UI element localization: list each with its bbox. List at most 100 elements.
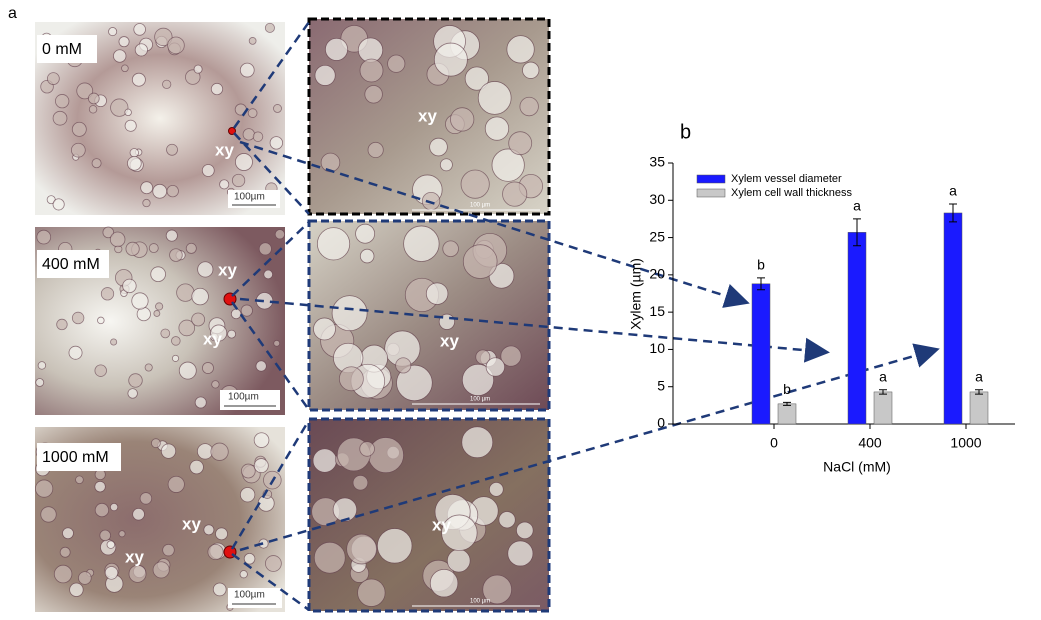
cell <box>463 245 497 279</box>
legend-swatch <box>697 175 725 183</box>
cell <box>503 182 527 206</box>
cell <box>360 442 375 457</box>
cell <box>167 185 178 196</box>
cell <box>179 362 196 379</box>
xy-label: xy <box>418 106 437 125</box>
cell <box>47 73 59 85</box>
scale-label: 100 µm <box>470 397 490 403</box>
x-axis-label: NaCl (mM) <box>823 459 891 475</box>
legend-label: Xylem cell wall thickness <box>731 187 853 199</box>
cell <box>125 109 132 116</box>
cell <box>485 117 508 140</box>
cell <box>119 531 125 537</box>
cell <box>360 249 374 263</box>
cell <box>313 449 337 473</box>
cell <box>143 199 150 206</box>
cell <box>202 362 213 373</box>
cell <box>232 174 244 186</box>
cell <box>72 122 86 136</box>
cell <box>489 482 503 496</box>
figure: a 0 mM 400 mM 1000 mM xy xy xy xy xy xy … <box>0 0 1041 615</box>
cell <box>388 55 405 72</box>
cell <box>130 148 139 157</box>
cell <box>60 547 70 557</box>
cell <box>135 44 147 56</box>
condition-label: 1000 mM <box>42 449 109 466</box>
significance-letter: a <box>975 368 983 384</box>
y-tick-label: 10 <box>649 340 665 356</box>
cell <box>254 459 268 473</box>
condition-label: 0 mM <box>42 41 82 58</box>
cell <box>265 23 274 32</box>
cell <box>35 480 52 497</box>
cell <box>141 182 153 194</box>
cell <box>70 583 84 597</box>
cell <box>377 528 412 563</box>
cell <box>231 309 241 319</box>
cell <box>111 339 117 345</box>
y-tick-label: 35 <box>649 154 665 170</box>
cell <box>332 296 367 331</box>
cell <box>41 507 56 522</box>
cell <box>151 439 160 448</box>
cell <box>122 65 129 72</box>
bar <box>874 392 892 424</box>
cell <box>170 249 183 262</box>
y-tick-label: 15 <box>649 303 665 319</box>
cell <box>365 85 383 103</box>
cell <box>168 37 185 54</box>
scale-label: 100 µm <box>470 203 490 209</box>
cell <box>478 81 511 114</box>
cell <box>126 242 139 255</box>
cell <box>254 433 269 448</box>
cell <box>113 50 126 63</box>
cell <box>110 503 117 510</box>
cell <box>499 512 515 528</box>
cell <box>447 549 470 572</box>
cell <box>440 159 452 171</box>
cell <box>358 579 386 607</box>
significance-letter: a <box>949 183 957 199</box>
cell <box>129 565 146 582</box>
condition-label: 400 mM <box>42 256 100 273</box>
cell <box>215 528 227 540</box>
cell <box>105 567 118 580</box>
cell <box>132 293 148 309</box>
x-tick-label: 1000 <box>950 435 981 451</box>
cell <box>241 464 255 478</box>
cell <box>53 199 64 210</box>
cell <box>129 374 143 388</box>
cell <box>149 244 158 253</box>
y-tick-label: 20 <box>649 266 665 282</box>
cell <box>128 389 138 399</box>
cell <box>508 541 533 566</box>
legend-swatch <box>697 189 725 197</box>
cell <box>430 138 448 156</box>
cell <box>167 144 178 155</box>
cell <box>461 170 489 198</box>
cell <box>450 108 473 131</box>
cell <box>154 310 160 316</box>
cell <box>127 156 141 170</box>
cell <box>253 132 263 142</box>
cell <box>57 319 68 330</box>
cell <box>264 270 273 279</box>
cell <box>153 184 167 198</box>
cell <box>462 427 493 458</box>
cell <box>72 312 84 324</box>
cell <box>241 305 252 316</box>
cell <box>347 534 377 564</box>
cell <box>109 27 117 35</box>
cell <box>95 365 107 377</box>
cell <box>265 556 281 572</box>
cell <box>396 358 411 373</box>
cell <box>274 340 280 346</box>
cell <box>240 487 255 502</box>
xy-label: xy <box>440 331 459 350</box>
y-tick-label: 0 <box>657 415 665 431</box>
panel-label: a <box>8 5 17 22</box>
cell <box>155 303 162 310</box>
cell <box>270 137 283 150</box>
cell <box>522 62 539 79</box>
cell <box>356 224 375 243</box>
